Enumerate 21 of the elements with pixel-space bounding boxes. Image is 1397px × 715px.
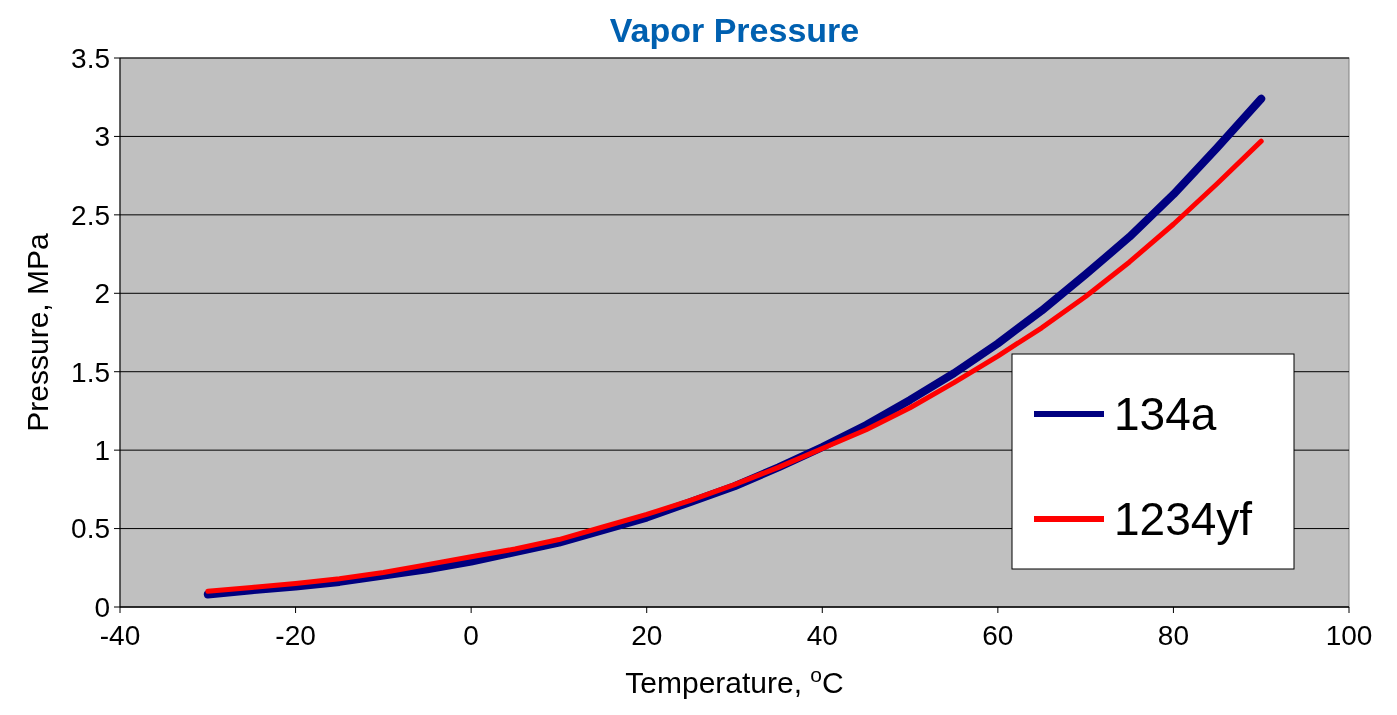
- y-tick-label: 3.5: [71, 42, 110, 74]
- legend-label: 1234yf: [1114, 493, 1253, 546]
- x-tick-label: 0: [463, 620, 479, 651]
- y-tick-label: 1: [94, 434, 110, 466]
- y-tick-label: 3: [94, 121, 110, 153]
- legend-label: 134a: [1114, 388, 1217, 441]
- x-tick-label: 20: [631, 620, 663, 651]
- x-tick-label: 60: [982, 620, 1014, 651]
- y-axis-title: Pressure, MPa: [21, 232, 54, 432]
- x-tick-label: 100: [1325, 620, 1373, 651]
- y-tick-label: 2.5: [71, 199, 110, 231]
- chart-title: Vapor Pressure: [609, 11, 860, 49]
- x-tick-label: 80: [1157, 620, 1190, 651]
- y-tick-label: 2: [94, 278, 110, 310]
- y-tick-label: 1.5: [71, 356, 110, 388]
- y-tick-label: 0: [94, 591, 110, 623]
- x-tick-label: -40: [99, 620, 141, 651]
- x-tick-label: 40: [806, 620, 838, 651]
- x-tick-label: -20: [275, 620, 316, 651]
- y-tick-label: 0.5: [71, 513, 110, 545]
- x-axis-title: Temperature, $^{o}$C: [625, 662, 844, 699]
